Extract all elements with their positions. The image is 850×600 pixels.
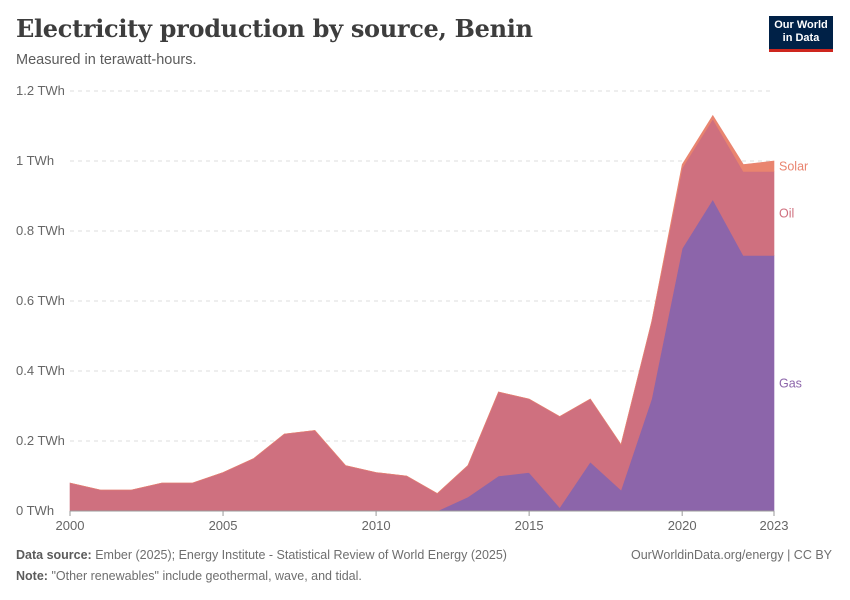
y-tick-label: 0.4 TWh bbox=[16, 363, 65, 378]
y-axis: 0 TWh 0.2 TWh 0.4 TWh 0.6 TWh 0.8 TWh 1 TWh 1.… bbox=[16, 83, 65, 518]
data-source: Data source: Ember (2025); Energy Instit… bbox=[16, 548, 507, 562]
x-tick-label: 2020 bbox=[668, 518, 697, 533]
license-link[interactable]: CC BY bbox=[793, 548, 832, 562]
series-areas bbox=[69, 114, 775, 512]
chart-area: 0 TWh 0.2 TWh 0.4 TWh 0.6 TWh 0.8 TWh 1 TWh 1.… bbox=[16, 83, 808, 533]
x-tick-label: 2015 bbox=[515, 518, 544, 533]
data-source-text: Ember (2025); Energy Institute - Statist… bbox=[95, 548, 507, 562]
series-label-solar: Solar bbox=[779, 159, 808, 173]
chart-title: Electricity production by source, Benin bbox=[16, 14, 533, 43]
footer-separator: | bbox=[783, 548, 794, 562]
owid-logo[interactable]: Our World in Data bbox=[769, 16, 833, 52]
series-labels: Gas Oil Solar bbox=[779, 159, 808, 390]
y-tick-label: 1 TWh bbox=[16, 153, 54, 168]
series-label-gas: Gas bbox=[779, 376, 802, 390]
x-tick-label: 2010 bbox=[362, 518, 391, 533]
footer-links: OurWorldinData.org/energy | CC BY bbox=[631, 548, 832, 562]
note-label: Note: bbox=[16, 569, 48, 583]
y-tick-label: 1.2 TWh bbox=[16, 83, 65, 98]
data-source-label: Data source: bbox=[16, 548, 92, 562]
chart-note: Note: "Other renewables" include geother… bbox=[16, 569, 362, 583]
chart-subtitle: Measured in terawatt-hours. bbox=[16, 52, 197, 68]
x-tick-label: 2005 bbox=[209, 518, 238, 533]
x-tick-label: 2000 bbox=[56, 518, 85, 533]
source-url-link[interactable]: OurWorldinData.org/energy bbox=[630, 548, 784, 562]
x-axis: 2000 2005 2010 2015 2020 2023 bbox=[56, 510, 789, 533]
y-tick-label: 0.8 TWh bbox=[16, 223, 65, 238]
series-label-oil: Oil bbox=[779, 207, 794, 221]
logo-line-2: in Data bbox=[782, 32, 820, 44]
y-tick-label: 0 TWh bbox=[16, 503, 54, 518]
x-tick-label: 2023 bbox=[760, 518, 789, 533]
area-solar[interactable] bbox=[69, 114, 775, 494]
logo-line-1: Our World bbox=[774, 19, 828, 31]
y-tick-label: 0.6 TWh bbox=[16, 293, 65, 308]
y-tick-label: 0.2 TWh bbox=[16, 433, 65, 448]
note-text: "Other renewables" include geothermal, w… bbox=[51, 569, 362, 583]
